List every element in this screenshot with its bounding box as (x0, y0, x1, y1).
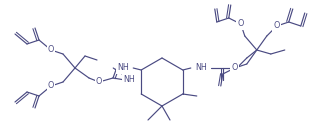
Text: O: O (48, 45, 54, 55)
Text: NH: NH (195, 63, 207, 72)
Text: NH: NH (123, 75, 135, 85)
Text: O: O (232, 63, 238, 72)
Text: O: O (96, 77, 102, 87)
Text: O: O (237, 19, 244, 28)
Text: O: O (232, 63, 238, 72)
Text: O: O (273, 21, 280, 31)
Text: O: O (48, 82, 54, 90)
Text: NH: NH (117, 63, 129, 72)
